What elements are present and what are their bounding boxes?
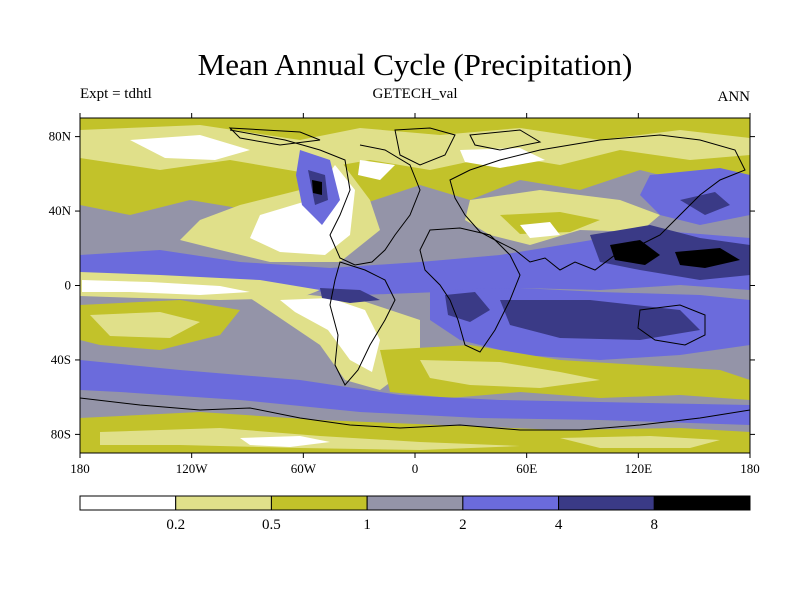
left-subtitle: Expt = tdhtl (80, 86, 152, 102)
field-region (80, 125, 750, 172)
colorbar-swatch (366, 495, 464, 511)
map-panel (80, 118, 750, 453)
x-tick-label: 120E (625, 461, 653, 476)
field-region (130, 135, 250, 160)
x-tick-label: 120W (176, 461, 209, 476)
colorbar-swatch (558, 495, 655, 511)
colorbar-swatch (270, 495, 368, 511)
y-tick-label: 80N (49, 129, 72, 144)
colorbar-tick-label: 1 (363, 517, 371, 533)
colorbar: 0.2 0.5 1 2 4 8 (79, 495, 751, 533)
colorbar-swatch (462, 495, 560, 511)
y-tick-label: 80S (51, 426, 71, 441)
y-axis: 80N 40N 0 40S 80S (49, 129, 755, 441)
field-region (312, 180, 322, 195)
center-subtitle: GETECH_val (373, 86, 458, 102)
field-region (80, 230, 750, 295)
field-region (280, 298, 380, 372)
field-region (420, 360, 600, 388)
field-region (560, 436, 720, 448)
field-region (250, 295, 420, 390)
field-region (680, 192, 730, 215)
field-region (320, 288, 380, 303)
right-subtitle: ANN (718, 89, 751, 105)
field-region (358, 160, 395, 180)
field-region (460, 148, 545, 168)
field-region (640, 168, 750, 225)
colorbar-swatch (79, 495, 177, 511)
x-tick-label: 60E (516, 461, 537, 476)
colorbar-swatch (175, 495, 272, 511)
x-tick-label: 60W (291, 461, 317, 476)
field-region (82, 280, 250, 295)
colorbar-tick-label: 0.5 (262, 517, 281, 533)
colorbar-tick-label: 8 (651, 517, 659, 533)
x-tick-label: 180 (70, 461, 90, 476)
colorbar-tick-label: 4 (555, 517, 563, 533)
y-tick-label: 0 (65, 278, 72, 293)
coastlines (80, 127, 750, 431)
y-tick-label: 40S (51, 352, 71, 367)
x-tick-label: 0 (412, 461, 419, 476)
field-region (80, 360, 750, 425)
colorbar-swatch (653, 495, 751, 511)
field-region (520, 222, 560, 238)
field-region (380, 345, 750, 400)
field-region (675, 248, 740, 268)
colorbar-tick-label: 2 (459, 517, 467, 533)
field-region (610, 240, 660, 265)
field-region (500, 300, 700, 340)
chart-title: Mean Annual Cycle (Precipitation) (198, 47, 633, 82)
x-axis: 180 120W 60W 0 60E 120E 180 (70, 113, 760, 476)
field-region (90, 312, 200, 338)
field-region (240, 436, 330, 447)
colorbar-tick-label: 0.2 (166, 517, 185, 533)
x-tick-label: 180 (740, 461, 760, 476)
y-tick-label: 40N (49, 203, 72, 218)
